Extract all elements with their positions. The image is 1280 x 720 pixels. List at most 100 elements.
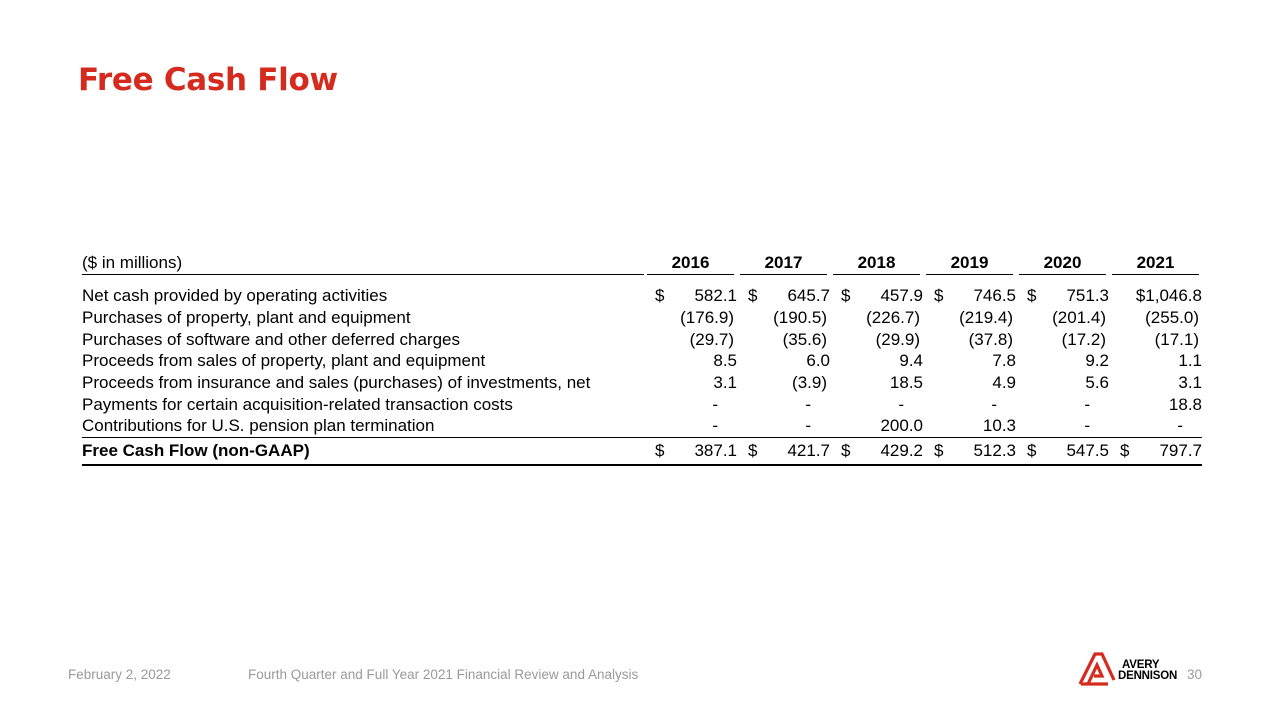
- avery-dennison-logo: AVERY DENNISON: [1078, 650, 1184, 688]
- cell-value: $645.7: [737, 285, 830, 307]
- cell-text: (201.4): [1052, 307, 1106, 327]
- cell-value: (17.2): [1016, 329, 1109, 351]
- dollar-sign: $: [748, 286, 758, 306]
- dollar-sign: $: [655, 441, 665, 461]
- cell-text: 429.2: [880, 441, 923, 461]
- cell-text: -: [805, 416, 811, 436]
- row-label: Net cash provided by operating activitie…: [82, 286, 388, 306]
- cell-value: (226.7): [830, 307, 923, 329]
- cell-text: 512.3: [973, 441, 1016, 461]
- table-row: Net cash provided by operating activitie…: [82, 285, 1202, 307]
- cell-text: 1.1: [1178, 351, 1202, 371]
- cell-value: 200.0: [830, 415, 923, 437]
- cell-value: 18.5: [830, 372, 923, 394]
- dollar-sign: $: [655, 286, 665, 306]
- cell-value: 9.4: [830, 350, 923, 372]
- row-label: Payments for certain acquisition-related…: [82, 394, 513, 414]
- cell-text: (226.7): [866, 307, 920, 327]
- row-label: Contributions for U.S. pension plan term…: [82, 416, 435, 436]
- cell-value: 10.3: [923, 415, 1016, 437]
- cell-value: -: [737, 394, 830, 416]
- dollar-sign: $: [1027, 286, 1037, 306]
- cell-value: -: [923, 394, 1016, 416]
- cell-value: $1,046.8: [1109, 285, 1202, 307]
- cell-value: (29.9): [830, 329, 923, 351]
- logo-line-avery: AVERY: [1122, 659, 1160, 671]
- cell-text: 8.5: [713, 351, 737, 371]
- table-row: Payments for certain acquisition-related…: [82, 394, 1202, 416]
- cell-value: 3.1: [644, 372, 737, 394]
- cell-value: -: [1016, 394, 1109, 416]
- total-value: $512.3: [923, 437, 1016, 467]
- cell-text: 457.9: [880, 286, 923, 306]
- cell-value: (35.6): [737, 329, 830, 351]
- table-header-row: ($ in millions) 2016 2017 2018 2019 2020…: [82, 252, 1202, 276]
- cell-text: 9.4: [899, 351, 923, 371]
- cell-text: 7.8: [992, 351, 1016, 371]
- cell-text: 547.5: [1066, 441, 1109, 461]
- cell-value: (201.4): [1016, 307, 1109, 329]
- year-header: 2021: [1109, 252, 1202, 275]
- cell-value: 4.9: [923, 372, 1016, 394]
- cell-value: $746.5: [923, 285, 1016, 307]
- cell-value: (219.4): [923, 307, 1016, 329]
- cell-text: (190.5): [773, 307, 827, 327]
- footer-date: February 2, 2022: [68, 667, 171, 682]
- total-row: Free Cash Flow (non-GAAP) $387.1 $421.7 $42…: [82, 437, 1202, 467]
- cell-value: 9.2: [1016, 350, 1109, 372]
- cell-text: 421.7: [787, 441, 830, 461]
- dollar-sign: $: [1027, 441, 1037, 461]
- cell-value: -: [830, 394, 923, 416]
- year-header: 2019: [923, 252, 1016, 275]
- cell-text: -: [712, 394, 718, 414]
- table-row: Contributions for U.S. pension plan term…: [82, 415, 1202, 437]
- cell-value: (29.7): [644, 329, 737, 351]
- total-value: $547.5: [1016, 437, 1109, 467]
- cell-value: $751.3: [1016, 285, 1109, 307]
- logo-line-dennison: DENNISON: [1118, 669, 1178, 682]
- year-2016: 2016: [647, 252, 734, 275]
- cell-text: 797.7: [1159, 441, 1202, 461]
- row-label: Purchases of property, plant and equipme…: [82, 307, 411, 327]
- cell-value: (37.8): [923, 329, 1016, 351]
- dollar-sign: $: [841, 441, 851, 461]
- cell-text: 18.8: [1168, 394, 1202, 414]
- cell-text: -: [898, 394, 904, 414]
- dollar-sign: $: [1120, 441, 1130, 461]
- dollar-sign: $: [934, 441, 944, 461]
- table-row: Proceeds from sales of property, plant a…: [82, 350, 1202, 372]
- cell-text: -: [1084, 416, 1090, 436]
- year-2018: 2018: [833, 252, 920, 275]
- total-value: $797.7: [1109, 437, 1202, 467]
- year-2017: 2017: [740, 252, 827, 275]
- cell-text: 5.6: [1085, 373, 1109, 393]
- slide-title: Free Cash Flow: [78, 62, 338, 98]
- cell-value: -: [737, 415, 830, 437]
- cell-value: 8.5: [644, 350, 737, 372]
- cell-value: -: [644, 394, 737, 416]
- year-header: 2018: [830, 252, 923, 275]
- cell-text: -: [1177, 416, 1183, 436]
- logo-text: AVERY DENNISON: [1118, 660, 1177, 681]
- total-value: $429.2: [830, 437, 923, 467]
- cell-value: (176.9): [644, 307, 737, 329]
- cell-value: -: [644, 415, 737, 437]
- cell-text: 3.1: [1178, 373, 1202, 393]
- units-label: ($ in millions): [82, 252, 644, 276]
- cell-text: (17.2): [1061, 329, 1106, 349]
- cell-value: 1.1: [1109, 350, 1202, 372]
- cell-text: (29.9): [875, 329, 920, 349]
- row-label: Proceeds from sales of property, plant a…: [82, 351, 486, 371]
- page-number: 30: [1187, 667, 1203, 682]
- dollar-sign: $: [841, 286, 851, 306]
- cell-text: 3.1: [713, 373, 737, 393]
- total-label: Free Cash Flow (non-GAAP): [82, 437, 644, 467]
- cell-text: $1,046.8: [1135, 286, 1202, 306]
- dollar-sign: $: [748, 441, 758, 461]
- cell-text: -: [712, 416, 718, 436]
- cell-value: 6.0: [737, 350, 830, 372]
- cell-value: $457.9: [830, 285, 923, 307]
- cell-text: 10.3: [982, 416, 1016, 436]
- cell-value: $582.1: [644, 285, 737, 307]
- free-cash-flow-table: ($ in millions) 2016 2017 2018 2019 2020…: [82, 252, 1202, 467]
